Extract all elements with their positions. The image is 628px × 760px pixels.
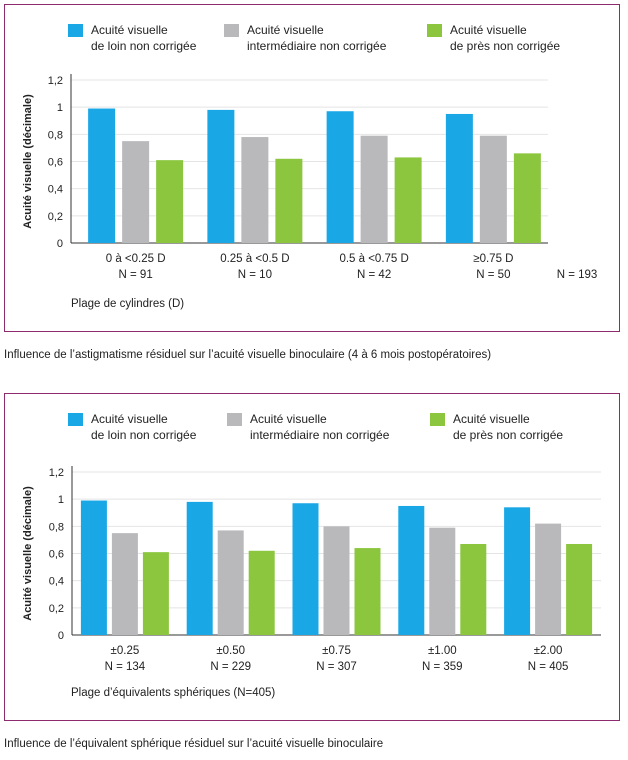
bar-near-4 [460, 543, 487, 635]
x-category-label: ±0.25 [111, 645, 140, 657]
bar-distance-3 [326, 111, 354, 243]
legend-label-intermediate-line1: Acuité visuelle [250, 412, 327, 426]
bar-near-1 [142, 552, 169, 635]
bar-distance-4 [445, 113, 473, 243]
x-axis-title: Plage d’équivalents sphériques (N=405) [71, 687, 275, 699]
x-category-label: 0.25 à <0.5 D [220, 253, 289, 265]
y-tick-label: 1 [57, 102, 63, 114]
x-category-label: ±2.00 [534, 645, 563, 657]
y-tick-label: 1,2 [48, 75, 63, 87]
y-axis-title: Acuité visuelle (décimale) [22, 486, 34, 621]
x-category-n-label: N = 91 [119, 269, 153, 281]
legend-label-near-line1: Acuité visuelle [450, 23, 527, 37]
bar-distance-4 [398, 505, 425, 635]
legend-label-distance-line2: de loin non corrigée [91, 39, 197, 53]
y-tick-label: 0,2 [49, 603, 64, 615]
legend-label-intermediate-line2: intermédiaire non corrigée [250, 428, 390, 442]
legend-label-intermediate-line2: intermédiaire non corrigée [247, 39, 387, 53]
bar-intermediate-4 [479, 135, 507, 243]
legend-label-near-line2: de près non corrigée [450, 39, 560, 53]
x-category-n-label: N = 10 [238, 269, 272, 281]
bar-near-3 [394, 157, 422, 243]
legend-swatch-intermediate [224, 24, 239, 37]
y-tick-label: 0 [57, 238, 63, 250]
chart-panel-astigmatism: Acuité visuelle de loin non corrigée Acuit… [4, 4, 620, 332]
bar-intermediate-2 [241, 137, 269, 243]
y-tick-label: 0,2 [48, 211, 63, 223]
chart-spherical-equivalent: Acuité visuelle de loin non corrigée Acuit… [22, 412, 601, 699]
chart-panel-spherical-equivalent: Acuité visuelle de loin non corrigée Acuit… [4, 393, 620, 721]
bar-intermediate-5 [535, 523, 562, 635]
x-category-n-label: N = 134 [105, 661, 146, 673]
legend-label-intermediate-line1: Acuité visuelle [247, 23, 324, 37]
y-tick-label: 0,4 [48, 184, 63, 196]
bar-distance-2 [207, 109, 235, 243]
legend-label-distance-line1: Acuité visuelle [91, 23, 168, 37]
legend-swatch-near [427, 24, 442, 37]
x-category-n-label: N = 50 [476, 269, 510, 281]
x-category-label: 0.5 à <0.75 D [339, 253, 408, 265]
x-category-n-label: N = 359 [422, 661, 463, 673]
legend-label-near-line2: de près non corrigée [453, 428, 563, 442]
x-category-label: 0 à <0.25 D [106, 253, 166, 265]
x-axis-title: Plage de cylindres (D) [71, 298, 184, 310]
legend-swatch-distance [68, 413, 83, 426]
y-tick-label: 0,4 [49, 576, 64, 588]
bar-near-5 [566, 543, 593, 635]
caption-spherical-equivalent: Influence de l’équivalent sphérique rési… [4, 738, 384, 750]
legend-label-distance-line1: Acuité visuelle [91, 412, 168, 426]
x-category-label: ±0.75 [322, 645, 351, 657]
chart-astigmatism: Acuité visuelle de loin non corrigée Acuit… [22, 23, 598, 310]
y-tick-label: 1 [58, 494, 64, 506]
bar-intermediate-4 [429, 527, 456, 635]
bar-intermediate-1 [122, 141, 150, 243]
x-category-label: ±1.00 [428, 645, 457, 657]
bar-near-2 [275, 158, 303, 243]
y-tick-label: 0 [58, 630, 64, 642]
y-tick-label: 0,8 [48, 129, 63, 141]
legend-label-near-line1: Acuité visuelle [453, 412, 530, 426]
bar-near-1 [156, 160, 184, 243]
y-tick-label: 0,8 [49, 521, 64, 533]
bar-distance-1 [88, 108, 116, 244]
bar-distance-3 [292, 503, 319, 635]
bar-intermediate-3 [360, 135, 388, 243]
y-tick-label: 0,6 [49, 549, 64, 561]
bar-distance-5 [504, 507, 531, 635]
legend-swatch-intermediate [227, 413, 242, 426]
y-axis-title: Acuité visuelle (décimale) [22, 94, 34, 229]
x-category-n-label: N = 405 [528, 661, 569, 673]
legend-label-distance-line2: de loin non corrigée [91, 428, 197, 442]
total-n-label: N = 193 [557, 269, 598, 281]
x-category-label: ≥0.75 D [473, 253, 513, 265]
y-tick-label: 0,6 [48, 157, 63, 169]
bar-distance-1 [80, 500, 107, 635]
bar-near-3 [354, 548, 381, 635]
bar-near-4 [513, 153, 541, 243]
y-tick-label: 1,2 [49, 467, 64, 479]
x-category-n-label: N = 307 [316, 661, 357, 673]
bar-intermediate-1 [111, 533, 138, 635]
x-category-label: ±0.50 [216, 645, 245, 657]
x-category-n-label: N = 229 [210, 661, 251, 673]
bar-intermediate-3 [323, 526, 350, 635]
legend-swatch-distance [68, 24, 83, 37]
legend-swatch-near [430, 413, 445, 426]
caption-astigmatism: Influence de l’astigmatisme résiduel sur… [4, 349, 492, 361]
x-category-n-label: N = 42 [357, 269, 391, 281]
bar-near-2 [248, 550, 275, 635]
bar-distance-2 [186, 501, 213, 635]
bar-intermediate-2 [217, 530, 244, 635]
